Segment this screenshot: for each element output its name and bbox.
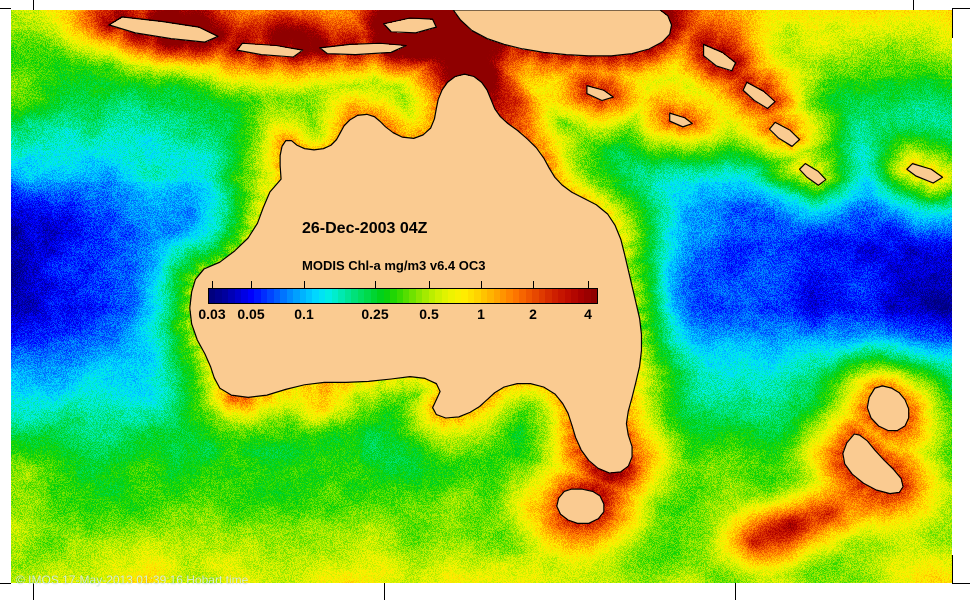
frame-line-right-vertical-bottom <box>952 555 953 583</box>
frame-tick-bottom-1 <box>33 583 34 600</box>
map-subtitle-product: MODIS Chl-a mg/m3 v6.4 OC3 <box>302 258 486 273</box>
frame-tick-bottom-2 <box>384 583 385 600</box>
colorbar-gradient-canvas <box>209 289 597 303</box>
chlorophyll-map[interactable] <box>11 10 952 583</box>
colorbar-tick-label-1: 0.05 <box>237 306 265 322</box>
frame-tick-top-right-vertical <box>913 0 914 10</box>
colorbar-tick-marks <box>208 281 598 288</box>
colorbar-tick-label-7: 4 <box>584 306 592 322</box>
colorbar-tick-label-0: 0.03 <box>198 306 226 322</box>
colorbar-tick-7 <box>588 281 589 288</box>
colorbar-tick-labels: 0.03 0.05 0.1 0.25 0.5 1 2 4 <box>198 306 598 326</box>
frame-line-top-right <box>952 8 970 9</box>
frame-line-bottom-left <box>0 583 11 584</box>
imos-copyright-watermark: © IMOS 17-May-2013 01:39:16 Hobart time <box>16 573 249 587</box>
colorbar-tick-label-6: 2 <box>529 306 537 322</box>
colorbar-tick-3 <box>375 281 376 288</box>
colorbar-tick-1 <box>251 281 252 288</box>
colorbar-tick-label-5: 1 <box>477 306 485 322</box>
colorbar-tick-label-4: 0.5 <box>419 306 439 322</box>
colorbar-tick-5 <box>481 281 482 288</box>
colorbar-tick-2 <box>304 281 305 288</box>
frame-line-right-vertical <box>952 8 953 38</box>
map-title-date: 26-Dec-2003 04Z <box>302 220 428 237</box>
colorbar[interactable]: 0.03 0.05 0.1 0.25 0.5 1 2 4 <box>198 281 598 327</box>
colorbar-tick-6 <box>533 281 534 288</box>
frame-line-bottom-right <box>952 583 970 584</box>
colorbar-tick-4 <box>429 281 430 288</box>
colorbar-gradient <box>208 288 598 304</box>
frame-tick-left-vertical <box>33 0 34 10</box>
frame-line-top-left <box>0 8 11 9</box>
frame-tick-bottom-3 <box>735 583 736 600</box>
colorbar-tick-label-3: 0.25 <box>361 306 389 322</box>
colorbar-tick-0 <box>212 281 213 288</box>
colorbar-tick-label-2: 0.1 <box>294 306 314 322</box>
